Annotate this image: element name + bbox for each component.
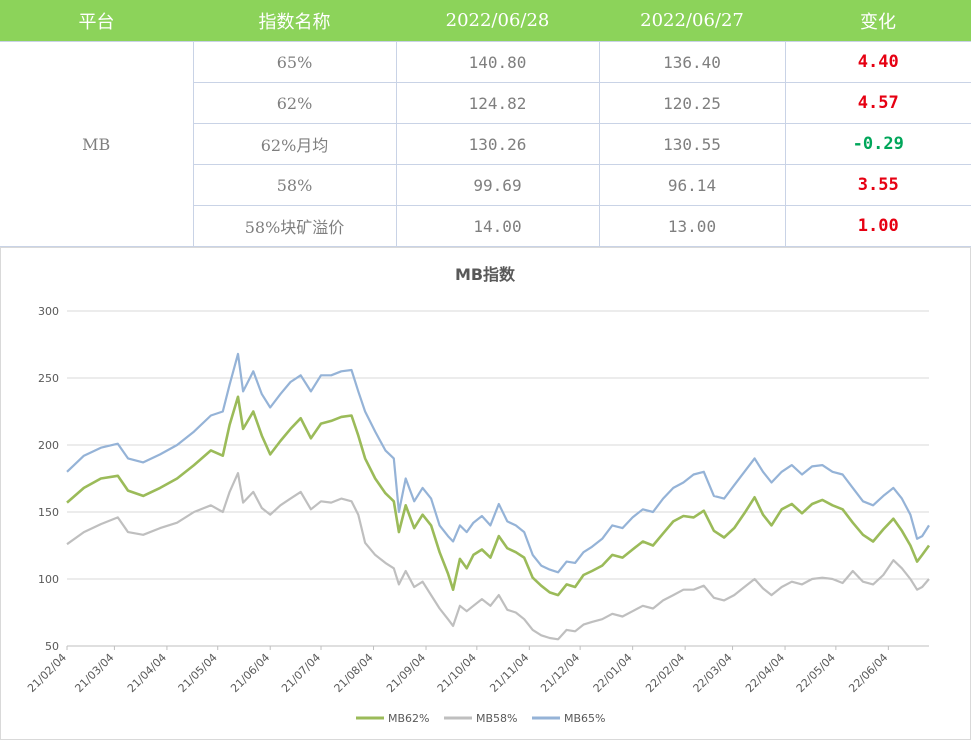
y-axis: 50 100 150 200 250 300	[38, 305, 59, 653]
header-platform: 平台	[0, 0, 193, 42]
x-tick-label: 22/04/04	[743, 651, 787, 695]
value-0627-cell: 13.00	[598, 205, 786, 247]
x-tick-label: 21/04/04	[125, 651, 169, 695]
chart-title: MB指数	[455, 265, 516, 284]
header-change: 变化	[785, 0, 971, 42]
x-tick-label: 22/03/04	[691, 651, 735, 695]
index-name-cell: 62%月均	[192, 123, 397, 165]
y-tick-label: 200	[38, 439, 59, 452]
change-cell: -0.29	[784, 123, 971, 165]
x-tick-label: 21/05/04	[176, 651, 220, 695]
x-tick-label: 21/07/04	[279, 651, 323, 695]
value-0627-cell: 136.40	[598, 41, 786, 83]
series-line-mb62	[66, 395, 931, 597]
value-0628-cell: 130.26	[395, 123, 600, 165]
value-0628-cell: 124.82	[395, 82, 600, 124]
series-lines	[66, 352, 931, 641]
value-0627-cell: 96.14	[598, 164, 786, 206]
x-tick-label: 21/03/04	[72, 651, 116, 695]
change-cell: 4.57	[784, 82, 971, 124]
chart-container: MB指数 50 100 150 200 250 300 21/02/04 21/03/04 2…	[0, 247, 971, 740]
header-index-name: 指数名称	[193, 0, 396, 42]
legend-label: MB58%	[476, 712, 518, 725]
x-tick-label: 21/06/04	[228, 651, 272, 695]
x-tick-label: 22/06/04	[846, 651, 890, 695]
table-header-row: 平台 指数名称 2022/06/28 2022/06/27 变化	[0, 0, 971, 42]
table-row: 62% 124.82 120.25 4.57	[0, 82, 971, 124]
index-name-cell: 58%	[192, 164, 397, 206]
platform-cell: MB	[0, 41, 194, 247]
value-0628-cell: 14.00	[395, 205, 600, 247]
x-tick-label: 22/02/04	[643, 651, 687, 695]
x-tick-label: 22/05/04	[794, 651, 838, 695]
x-axis: 21/02/04 21/03/04 21/04/04 21/05/04 21/06/04…	[25, 646, 890, 695]
change-cell: 4.40	[784, 41, 971, 83]
table-row: 58%块矿溢价 14.00 13.00 1.00	[0, 205, 971, 247]
x-tick-label: 21/09/04	[384, 651, 428, 695]
value-0627-cell: 120.25	[598, 82, 786, 124]
legend: MB62% MB58% MB65%	[356, 712, 606, 725]
legend-item: MB65%	[532, 712, 606, 725]
x-tick-label: 21/08/04	[332, 651, 376, 695]
x-tick-label: 21/02/04	[25, 651, 69, 695]
y-tick-label: 250	[38, 372, 59, 385]
value-0627-cell: 130.55	[598, 123, 786, 165]
value-0628-cell: 140.80	[395, 41, 600, 83]
x-tick-label: 21/10/04	[435, 651, 479, 695]
y-tick-label: 300	[38, 305, 59, 318]
index-name-cell: 62%	[192, 82, 397, 124]
index-name-cell: 58%块矿溢价	[192, 205, 397, 247]
legend-label: MB65%	[564, 712, 606, 725]
series-line-mb58	[66, 472, 930, 641]
value-0628-cell: 99.69	[395, 164, 600, 206]
x-tick-label: 21/11/04	[487, 651, 531, 695]
series-line-mb65	[66, 352, 930, 574]
table-row: MB 65% 140.80 136.40 4.40	[0, 41, 971, 247]
index-name-cell: 65%	[192, 41, 397, 83]
index-table: 平台 指数名称 2022/06/28 2022/06/27 变化 MB 65% …	[0, 0, 971, 247]
legend-item: MB58%	[444, 712, 518, 725]
legend-item: MB62%	[356, 712, 430, 725]
x-tick-label: 22/01/04	[591, 651, 635, 695]
y-tick-label: 100	[38, 573, 59, 586]
change-cell: 1.00	[784, 205, 971, 247]
change-cell: 3.55	[784, 164, 971, 206]
y-tick-label: 150	[38, 506, 59, 519]
y-tick-label: 50	[45, 640, 59, 653]
legend-label: MB62%	[388, 712, 430, 725]
header-date-0627: 2022/06/27	[599, 0, 785, 42]
x-tick-label: 21/12/04	[538, 651, 582, 695]
header-date-0628: 2022/06/28	[396, 0, 599, 42]
